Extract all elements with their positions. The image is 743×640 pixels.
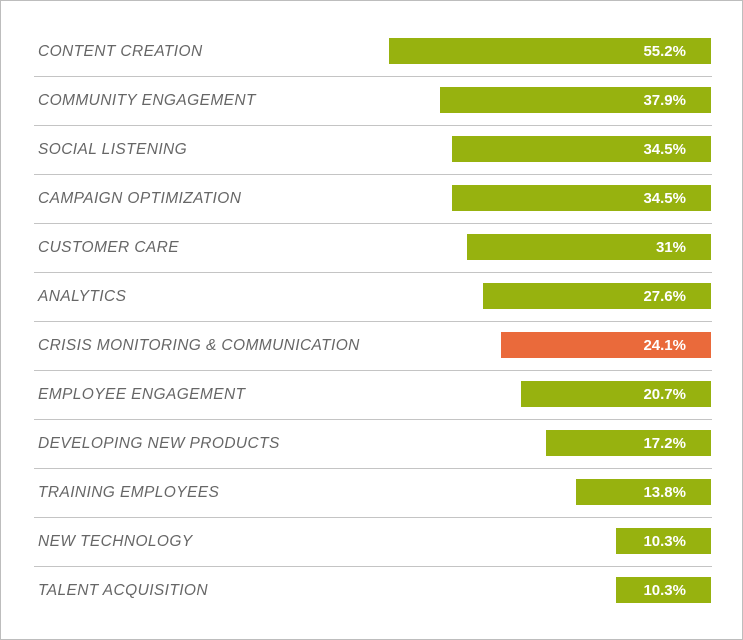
chart-row: EMPLOYEE ENGAGEMENT 20.7%	[34, 371, 712, 420]
category-label: CUSTOMER CARE	[38, 239, 179, 256]
value-label: 17.2%	[643, 435, 686, 452]
value-label: 37.9%	[643, 92, 686, 109]
chart-row: NEW TECHNOLOGY 10.3%	[34, 518, 712, 567]
value-label: 27.6%	[643, 288, 686, 305]
bar: 24.1%	[500, 332, 711, 358]
category-label: EMPLOYEE ENGAGEMENT	[38, 386, 246, 403]
category-label: NEW TECHNOLOGY	[38, 533, 193, 550]
chart-row: CUSTOMER CARE 31%	[34, 224, 712, 273]
chart-row: TRAINING EMPLOYEES 13.8%	[34, 469, 712, 518]
category-label: TALENT ACQUISITION	[38, 582, 208, 599]
bar: 20.7%	[521, 381, 711, 407]
value-label: 24.1%	[643, 337, 686, 354]
value-label: 34.5%	[643, 141, 686, 158]
bar-chart: CONTENT CREATION 55.2% COMMUNITY ENGAGEMEN…	[34, 28, 712, 615]
value-label: 31%	[655, 239, 686, 256]
value-label: 34.5%	[643, 190, 686, 207]
chart-row: TALENT ACQUISITION 10.3%	[34, 567, 712, 615]
value-label: 10.3%	[643, 533, 686, 550]
bar: 31%	[466, 234, 711, 260]
chart-row: CAMPAIGN OPTIMIZATION 34.5%	[34, 175, 712, 224]
category-label: CONTENT CREATION	[38, 43, 203, 60]
category-label: SOCIAL LISTENING	[38, 141, 188, 158]
bar: 55.2%	[389, 38, 711, 64]
category-label: DEVELOPING NEW PRODUCTS	[38, 435, 280, 452]
value-label: 10.3%	[643, 582, 686, 599]
bar: 37.9%	[439, 87, 711, 113]
value-label: 20.7%	[643, 386, 686, 403]
bar: 34.5%	[452, 136, 711, 162]
value-label: 55.2%	[643, 43, 686, 60]
value-label: 13.8%	[643, 484, 686, 501]
category-label: COMMUNITY ENGAGEMENT	[38, 92, 256, 109]
category-label: CAMPAIGN OPTIMIZATION	[38, 190, 242, 207]
category-label: CRISIS MONITORING & COMMUNICATION	[38, 337, 360, 354]
bar: 10.3%	[615, 528, 711, 554]
chart-row: ANALYTICS 27.6%	[34, 273, 712, 322]
chart-row: CONTENT CREATION 55.2%	[34, 28, 712, 77]
bar: 13.8%	[576, 479, 711, 505]
chart-row: CRISIS MONITORING & COMMUNICATION 24.1%	[34, 322, 712, 371]
bar: 10.3%	[615, 577, 711, 603]
bar: 34.5%	[452, 185, 711, 211]
category-label: TRAINING EMPLOYEES	[38, 484, 220, 501]
chart-row: SOCIAL LISTENING 34.5%	[34, 126, 712, 175]
chart-row: DEVELOPING NEW PRODUCTS 17.2%	[34, 420, 712, 469]
category-label: ANALYTICS	[38, 288, 127, 305]
bar: 27.6%	[482, 283, 711, 309]
chart-row: COMMUNITY ENGAGEMENT 37.9%	[34, 77, 712, 126]
bar: 17.2%	[546, 430, 711, 456]
